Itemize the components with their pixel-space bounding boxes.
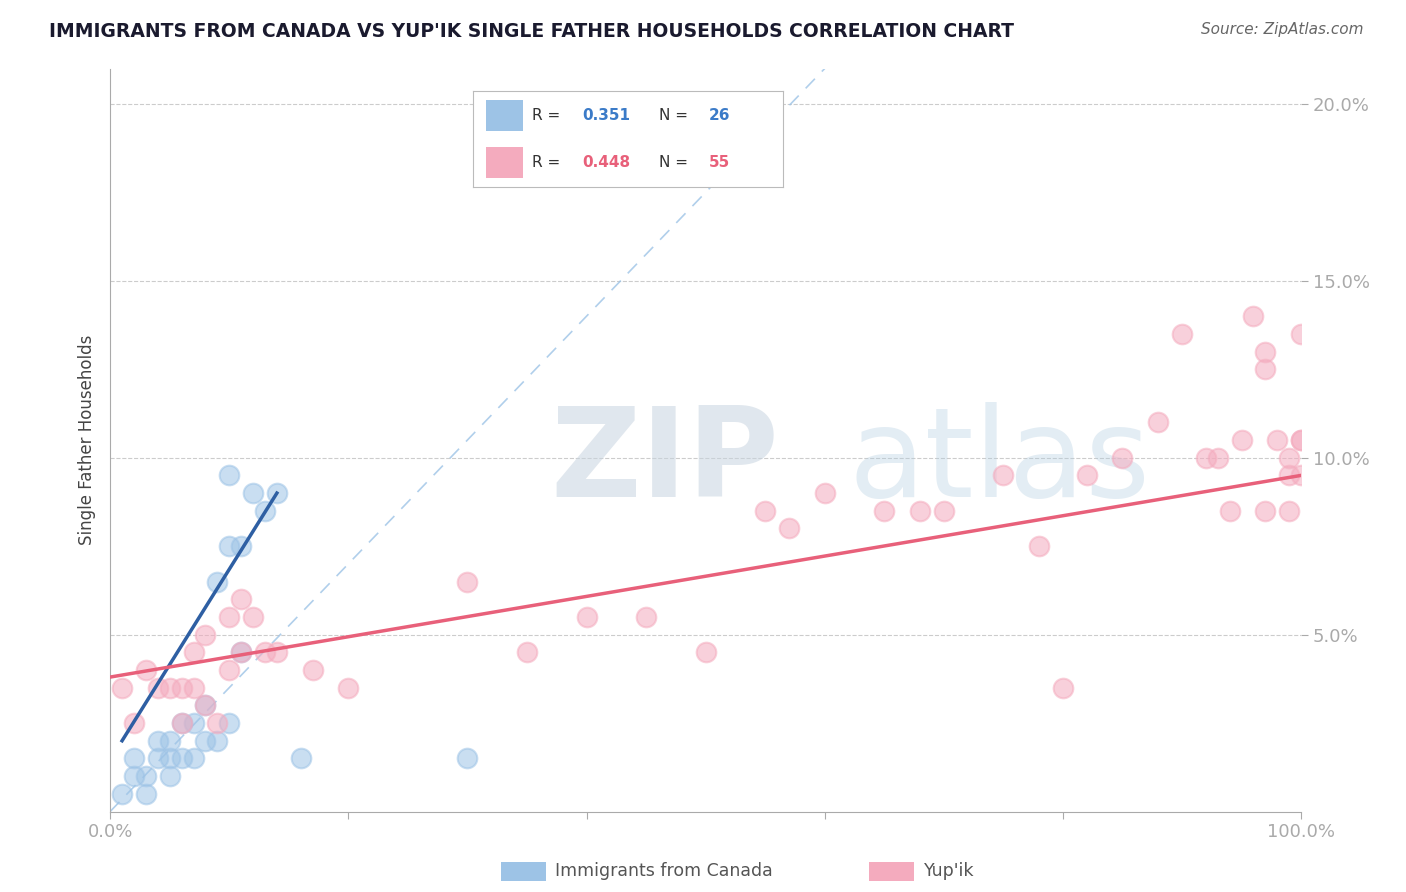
Point (111, 787, 134, 801)
Point (231, 645, 253, 659)
Point (231, 539, 253, 553)
Point (290, 751, 312, 765)
Point (159, 751, 181, 765)
Point (170, 751, 193, 765)
Point (146, 681, 169, 695)
Point (754, 504, 776, 518)
Point (1230, 433, 1253, 447)
Point (218, 468, 240, 483)
Point (636, 610, 658, 624)
Point (1111, 450, 1133, 465)
Point (207, 574, 229, 589)
Point (159, 681, 181, 695)
Point (135, 787, 157, 801)
Point (814, 486, 837, 500)
Point (207, 733, 229, 747)
Point (183, 751, 205, 765)
Point (266, 645, 288, 659)
Point (1289, 326, 1312, 341)
Point (218, 610, 240, 624)
Point (1278, 468, 1301, 483)
Point (1195, 450, 1218, 465)
Text: Source: ZipAtlas.com: Source: ZipAtlas.com (1201, 22, 1364, 37)
Point (456, 751, 478, 765)
Point (111, 681, 134, 695)
Point (122, 769, 145, 783)
Point (1076, 468, 1098, 483)
Point (778, 521, 800, 535)
Point (1254, 504, 1277, 518)
Point (1289, 433, 1312, 447)
Point (1289, 468, 1312, 483)
Point (170, 716, 193, 731)
Point (183, 645, 205, 659)
Point (873, 504, 896, 518)
Point (1278, 450, 1301, 465)
Point (253, 504, 276, 518)
Point (1028, 539, 1050, 553)
Point (242, 486, 264, 500)
Point (194, 698, 217, 713)
Point (1147, 415, 1170, 429)
Point (159, 769, 181, 783)
Point (695, 645, 717, 659)
Point (170, 681, 193, 695)
Point (170, 716, 193, 731)
Point (218, 716, 240, 731)
Point (516, 645, 538, 659)
Point (1243, 309, 1265, 323)
Point (218, 663, 240, 677)
Point (1289, 433, 1312, 447)
Text: IMMIGRANTS FROM CANADA VS YUP'IK SINGLE FATHER HOUSEHOLDS CORRELATION CHART: IMMIGRANTS FROM CANADA VS YUP'IK SINGLE … (49, 22, 1014, 41)
Point (337, 681, 360, 695)
Point (194, 733, 217, 747)
Point (908, 504, 931, 518)
Point (993, 468, 1015, 483)
Point (1254, 362, 1277, 376)
Point (194, 698, 217, 713)
Point (266, 486, 288, 500)
Point (146, 751, 169, 765)
Point (575, 610, 598, 624)
Point (146, 733, 169, 747)
Text: ZIP: ZIP (551, 401, 779, 523)
Point (207, 716, 229, 731)
Point (135, 769, 157, 783)
Point (301, 663, 323, 677)
Text: Immigrants from Canada: Immigrants from Canada (555, 863, 773, 880)
Point (231, 645, 253, 659)
Point (456, 574, 478, 589)
Point (122, 751, 145, 765)
Point (183, 716, 205, 731)
Point (122, 716, 145, 731)
Point (1265, 433, 1288, 447)
Point (1052, 681, 1074, 695)
Point (253, 645, 276, 659)
Y-axis label: Single Father Households: Single Father Households (79, 334, 96, 545)
Point (932, 504, 955, 518)
Point (159, 733, 181, 747)
Point (194, 627, 217, 641)
Point (1278, 504, 1301, 518)
Text: atlas: atlas (849, 401, 1150, 523)
Point (1219, 504, 1241, 518)
Point (183, 681, 205, 695)
Point (1171, 326, 1194, 341)
Point (1206, 450, 1229, 465)
Text: Yup'ik: Yup'ik (924, 863, 974, 880)
Point (1254, 344, 1277, 359)
Point (218, 539, 240, 553)
Point (242, 610, 264, 624)
Point (231, 592, 253, 607)
Point (135, 663, 157, 677)
